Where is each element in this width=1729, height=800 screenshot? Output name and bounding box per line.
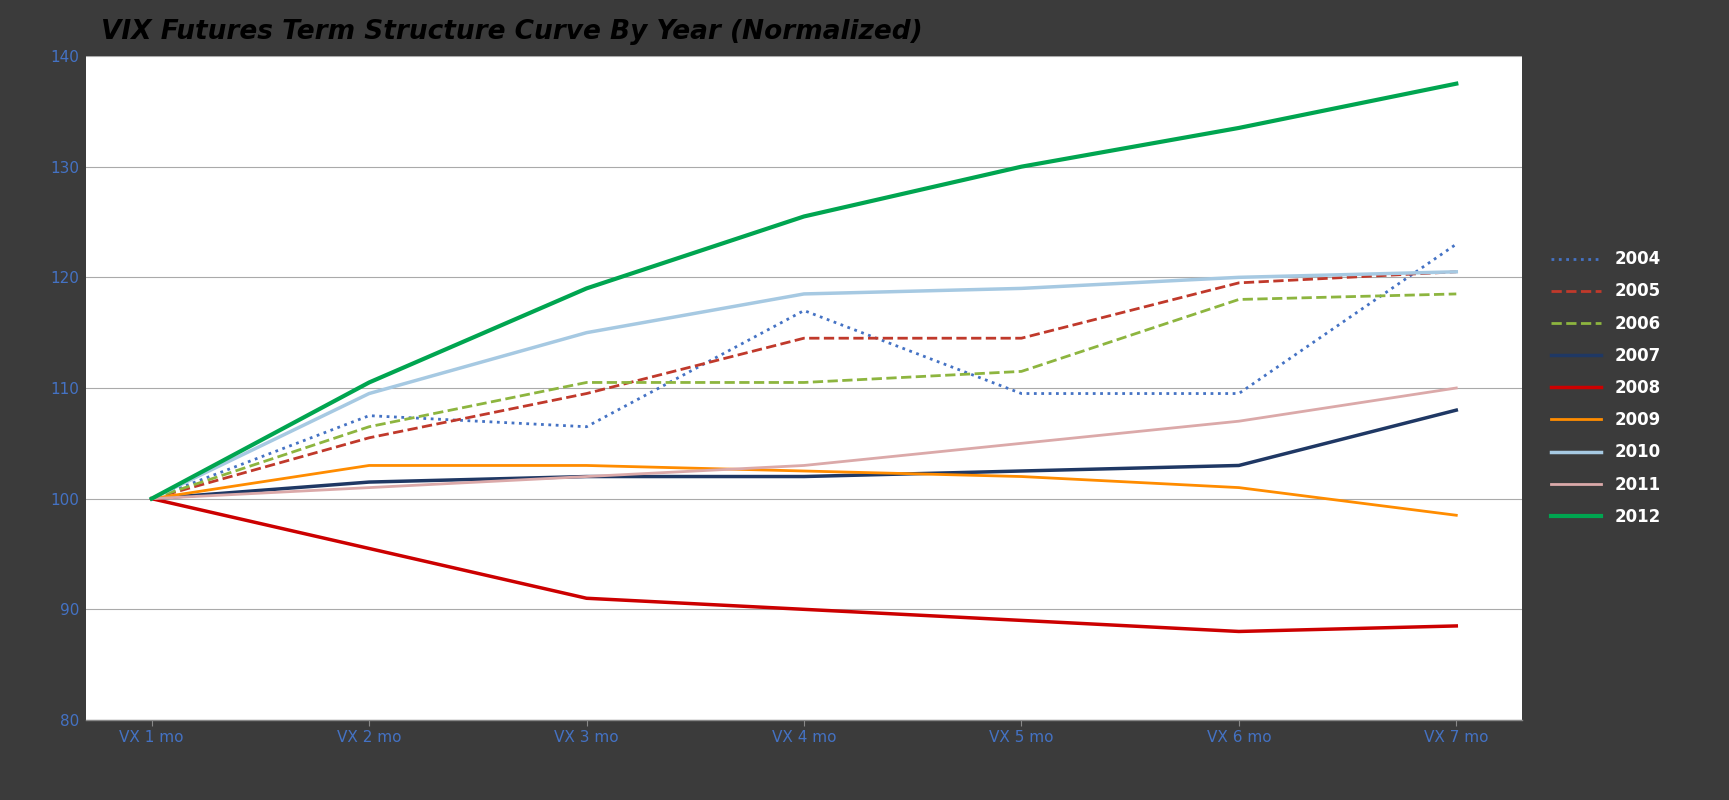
2004 (1229, 389, 1250, 398)
Line: 2006: 2006 (152, 294, 1456, 498)
2011 (1011, 438, 1032, 448)
Line: 2009: 2009 (152, 466, 1456, 515)
2006 (794, 378, 814, 387)
2007 (1445, 406, 1466, 415)
Line: 2011: 2011 (152, 388, 1456, 498)
2011 (358, 482, 379, 492)
2012 (1229, 123, 1250, 133)
2007 (794, 472, 814, 482)
2012 (576, 283, 597, 293)
2011 (142, 494, 163, 503)
Line: 2004: 2004 (152, 244, 1456, 498)
2004 (142, 494, 163, 503)
2010 (1445, 267, 1466, 277)
2008 (1445, 621, 1466, 630)
2007 (358, 478, 379, 487)
Text: VIX Futures Term Structure Curve By Year (Normalized): VIX Futures Term Structure Curve By Year… (100, 19, 923, 46)
2006 (1011, 366, 1032, 376)
2012 (142, 494, 163, 503)
2006 (358, 422, 379, 431)
2008 (358, 544, 379, 554)
2005 (358, 433, 379, 442)
2007 (1011, 466, 1032, 476)
Line: 2010: 2010 (152, 272, 1456, 498)
2010 (794, 289, 814, 298)
2012 (358, 378, 379, 387)
2005 (794, 334, 814, 343)
2010 (1229, 273, 1250, 282)
2004 (1011, 389, 1032, 398)
2012 (794, 212, 814, 222)
2009 (358, 461, 379, 470)
2005 (1445, 267, 1466, 277)
2009 (794, 466, 814, 476)
2009 (1229, 482, 1250, 492)
2006 (142, 494, 163, 503)
2011 (1229, 416, 1250, 426)
2005 (576, 389, 597, 398)
2005 (1229, 278, 1250, 288)
2008 (1229, 626, 1250, 636)
2009 (1445, 510, 1466, 520)
2012 (1011, 162, 1032, 171)
2009 (576, 461, 597, 470)
2009 (1011, 472, 1032, 482)
2011 (794, 461, 814, 470)
2010 (576, 328, 597, 338)
2006 (1445, 289, 1466, 298)
2004 (358, 411, 379, 421)
Line: 2007: 2007 (152, 410, 1456, 498)
2004 (794, 306, 814, 315)
2004 (576, 422, 597, 431)
2008 (576, 594, 597, 603)
2010 (1011, 283, 1032, 293)
2006 (1229, 294, 1250, 304)
2010 (358, 389, 379, 398)
Legend: 2004, 2005, 2006, 2007, 2008, 2009, 2010, 2011, 2012: 2004, 2005, 2006, 2007, 2008, 2009, 2010… (1544, 244, 1667, 532)
2011 (576, 472, 597, 482)
2008 (1011, 616, 1032, 626)
2012 (1445, 79, 1466, 89)
2004 (1445, 239, 1466, 249)
2011 (1445, 383, 1466, 393)
Line: 2005: 2005 (152, 272, 1456, 498)
2008 (794, 605, 814, 614)
2005 (142, 494, 163, 503)
2007 (1229, 461, 1250, 470)
Line: 2012: 2012 (152, 84, 1456, 498)
2009 (142, 494, 163, 503)
2008 (142, 494, 163, 503)
2006 (576, 378, 597, 387)
Line: 2008: 2008 (152, 498, 1456, 631)
2007 (576, 472, 597, 482)
2010 (142, 494, 163, 503)
2007 (142, 494, 163, 503)
2005 (1011, 334, 1032, 343)
